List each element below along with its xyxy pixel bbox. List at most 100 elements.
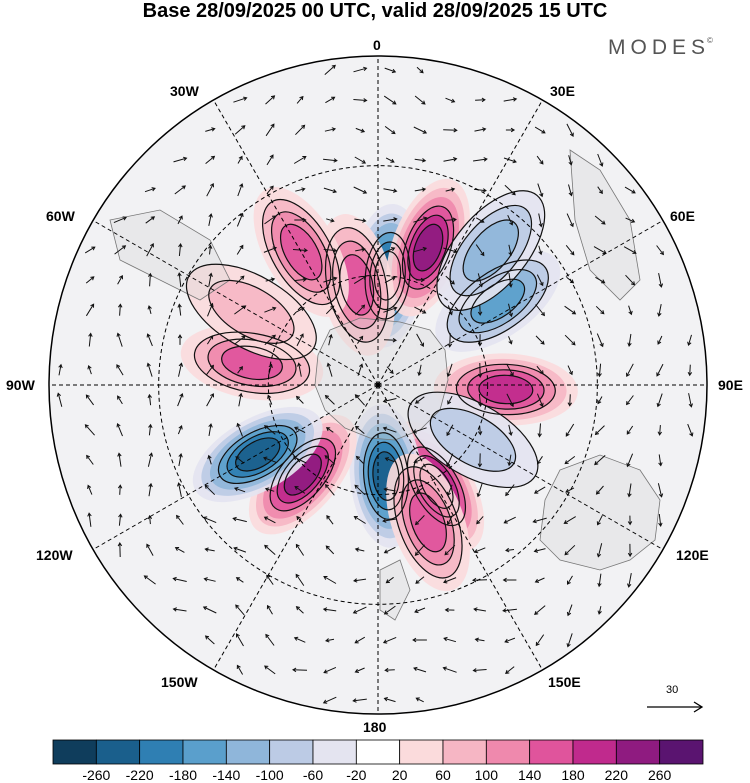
wind-arrow (117, 542, 123, 558)
wind-arrow (442, 666, 457, 673)
wind-arrow (596, 333, 604, 348)
wind-arrow (593, 246, 607, 254)
wind-arrow (386, 366, 394, 375)
wind-arrow (323, 576, 337, 584)
colorbar-tick: -20 (346, 767, 367, 783)
wind-arrow (293, 156, 307, 164)
meridian-line (213, 99, 379, 386)
wind-arrow (502, 608, 517, 613)
wind-arrow (475, 244, 485, 257)
wind-arrow (87, 364, 92, 375)
wind-arrow (503, 97, 518, 102)
wind-arrow (87, 484, 93, 495)
anomaly-shade (208, 280, 294, 344)
wind-arrow (202, 516, 217, 524)
colorbar-tick: -260 (82, 767, 111, 783)
wind-arrow (173, 156, 188, 163)
wind-arrow (202, 606, 217, 614)
wind-arrow (144, 187, 156, 193)
wind-arrow (538, 245, 543, 256)
wind-arrow (413, 457, 426, 464)
copyright-mark: © (707, 36, 713, 45)
wind-arrow (532, 517, 547, 524)
continent-outlines (109, 149, 661, 621)
wind-arrow (295, 124, 306, 136)
wind-arrow (353, 186, 368, 194)
contour-line (458, 268, 538, 334)
wind-arrow (472, 668, 487, 673)
wind-arrow (595, 305, 605, 315)
meridian-line (377, 220, 664, 386)
wind-arrow (292, 456, 307, 464)
wind-arrow (503, 157, 517, 164)
contour-line (401, 479, 455, 566)
wind-arrow (236, 664, 244, 675)
wind-arrow (295, 307, 305, 313)
wind-arrow (234, 125, 246, 135)
anomaly-shade (284, 454, 322, 495)
contour-line (364, 231, 411, 320)
wind-arrow (208, 272, 213, 287)
contour-line (339, 254, 375, 316)
wind-arrow (413, 126, 428, 134)
wind-arrow (472, 577, 488, 583)
lon-label-30w: 30W (170, 83, 199, 99)
colorbar-swatch (139, 739, 184, 765)
colorbar-tick: 140 (517, 767, 542, 783)
contour-line (221, 345, 283, 381)
wind-arrow (502, 577, 517, 583)
contour-line (283, 453, 322, 496)
wind-arrow (503, 516, 516, 524)
wind-arrow (384, 125, 396, 135)
wind-arrow (445, 275, 455, 285)
wind-arrow (627, 573, 632, 588)
wind-arrow (412, 427, 427, 434)
contour-line (478, 374, 534, 405)
wind-arrow (324, 483, 335, 496)
anomaly-shade (280, 224, 322, 280)
wind-arrow (658, 454, 663, 467)
wind-arrow (384, 457, 395, 463)
wind-arrow (206, 393, 214, 407)
wind-arrow (326, 515, 334, 525)
wind-arrow (507, 214, 514, 226)
wind-arrow (355, 455, 364, 464)
wind-arrow (568, 155, 573, 166)
wind-arrow (354, 636, 366, 644)
wind-arrow (568, 184, 573, 197)
meridian-line (377, 384, 664, 550)
wind-arrow (658, 273, 664, 288)
wind-arrow (148, 423, 153, 436)
wind-arrow (384, 276, 396, 284)
wind-arrow (172, 607, 187, 612)
wind-arrow (535, 634, 545, 647)
wind-arrow (687, 364, 693, 377)
contour-line (455, 363, 556, 416)
wind-arrow (533, 486, 546, 494)
wind-arrow (567, 394, 573, 407)
wind-arrow (382, 426, 397, 433)
wind-arrow (444, 607, 455, 613)
wind-arrow (265, 633, 275, 646)
wind-arrow (323, 248, 338, 253)
colorbar-swatch (182, 739, 227, 765)
wind-arrow (237, 183, 244, 197)
wind-arrow (208, 423, 213, 436)
wind-arrow (443, 217, 457, 222)
wind-arrow (266, 604, 273, 615)
wind-arrow (353, 66, 368, 73)
lon-label-120e: 120E (676, 547, 709, 563)
wind-arrow (537, 183, 544, 198)
wind-arrow (536, 365, 544, 375)
wind-arrow (477, 362, 483, 378)
wind-arrow (147, 393, 152, 406)
wind-arrow (536, 155, 544, 165)
wind-arrow (383, 217, 398, 222)
wind-arrow (355, 127, 366, 133)
wind-arrow (295, 543, 305, 556)
wind-arrow (504, 184, 516, 196)
wind-arrow (324, 455, 336, 465)
wind-arrow (563, 516, 576, 524)
wind-arrow (477, 273, 484, 288)
